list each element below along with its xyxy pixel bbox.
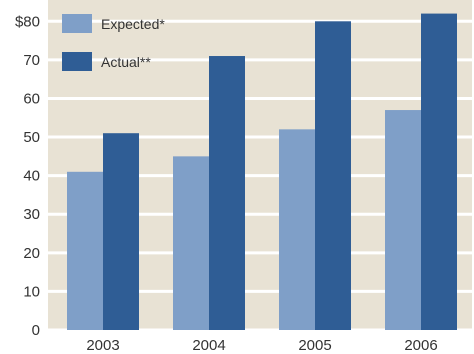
y-tick-label: 40	[23, 168, 40, 185]
y-tick-label: 70	[23, 52, 40, 69]
bar-actual-2006	[421, 13, 457, 330]
y-tick-label: 20	[23, 245, 40, 262]
bar-expected-2005	[279, 129, 315, 330]
y-axis-tick-labels: 0 10 20 30 40 50 60 70 $80	[15, 13, 40, 339]
bar-expected-2003	[67, 171, 103, 330]
x-category-label: 2004	[192, 337, 225, 354]
bar-actual-2005	[315, 21, 351, 330]
legend-swatch-actual	[62, 52, 92, 71]
x-axis-category-labels: 2003 2004 2005 2006	[86, 337, 437, 354]
x-category-label: 2003	[86, 337, 119, 354]
x-category-label: 2006	[404, 337, 437, 354]
bar-actual-2003	[103, 133, 139, 330]
y-tick-label: $80	[15, 13, 40, 30]
y-tick-label: 10	[23, 283, 40, 300]
y-tick-label: 60	[23, 90, 40, 107]
legend-label-actual: Actual**	[101, 54, 151, 70]
x-category-label: 2005	[298, 337, 331, 354]
bar-expected-2004	[173, 156, 209, 330]
y-tick-label: 0	[32, 322, 40, 339]
bars	[67, 13, 457, 330]
bar-expected-2006	[385, 110, 421, 330]
bar-actual-2004	[209, 56, 245, 330]
legend-label-expected: Expected*	[101, 16, 165, 32]
y-tick-label: 50	[23, 129, 40, 146]
y-tick-label: 30	[23, 206, 40, 223]
legend-swatch-expected	[62, 14, 92, 33]
legend: Expected* Actual**	[62, 14, 165, 71]
